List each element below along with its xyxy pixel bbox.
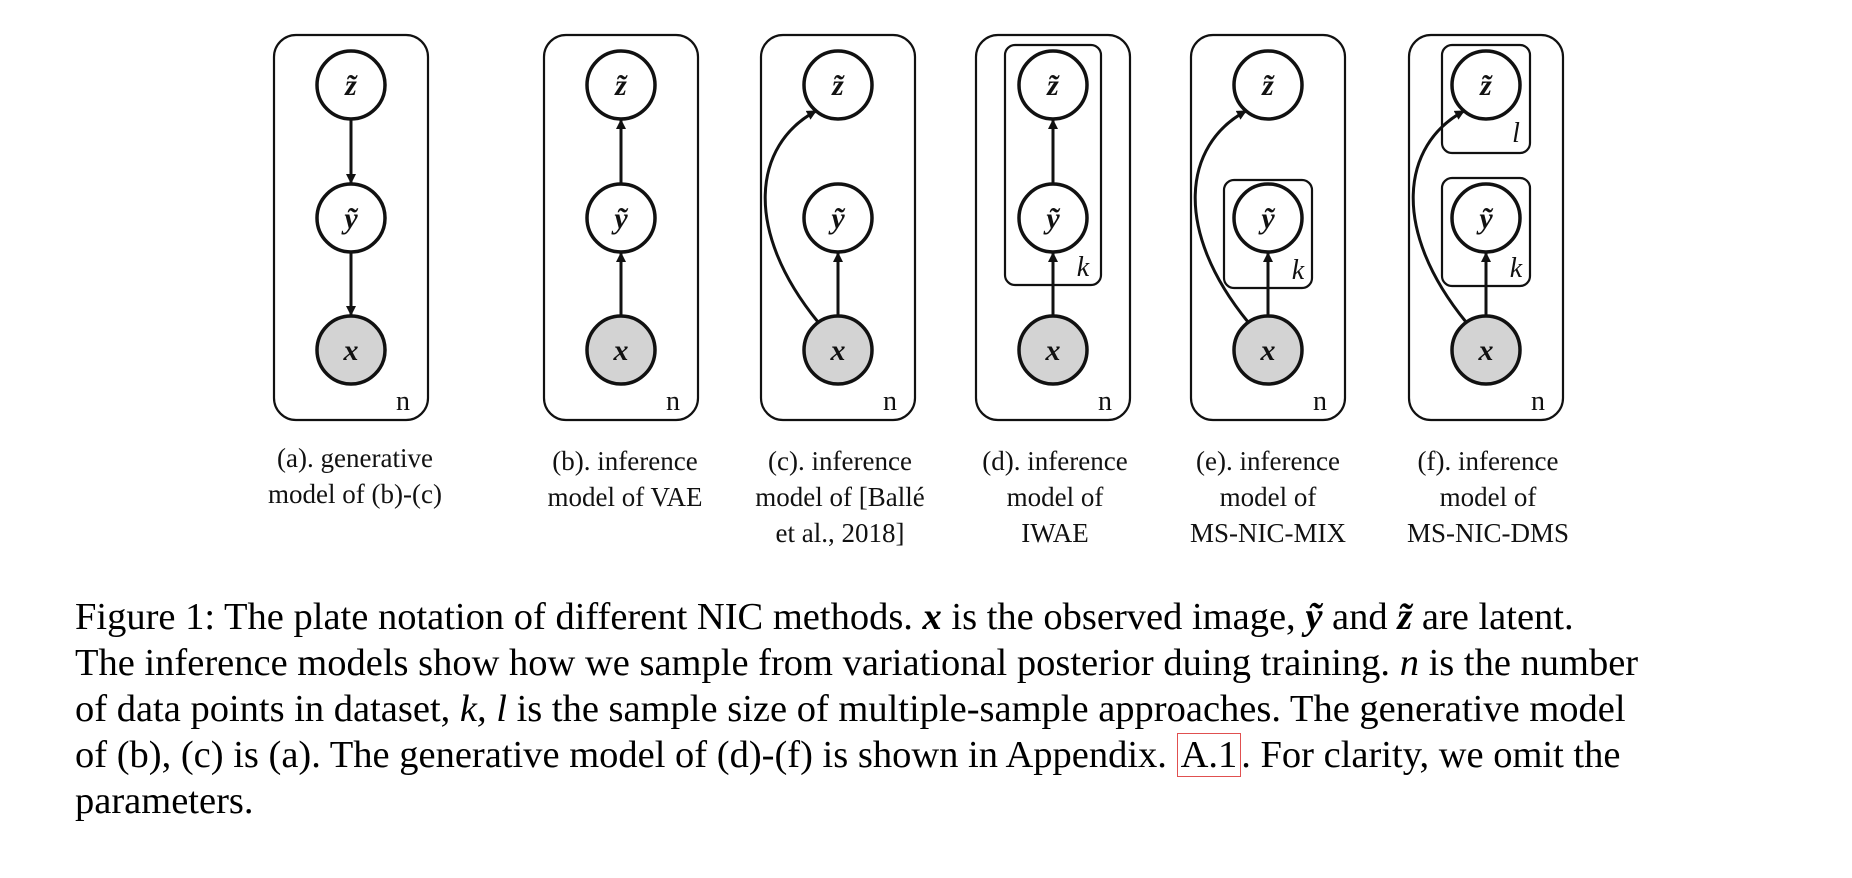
caption-line: (a). generative bbox=[277, 443, 433, 473]
node-y-label: ỹ bbox=[1258, 202, 1275, 235]
plate-outer bbox=[272, 33, 430, 422]
panel-a: n z̃ ỹ x bbox=[272, 33, 430, 422]
node-x-label: x bbox=[1478, 334, 1494, 367]
plate-diagrams: n z̃ ỹ x n z̃ ỹ x n z̃ ỹ x n k z̃ ỹ x n k z̃ ỹ x n l k z̃ ỹ x bbox=[272, 33, 1565, 422]
node-z-circle bbox=[1232, 49, 1304, 121]
node-y-label: ỹ bbox=[828, 202, 845, 235]
panel-c: n z̃ ỹ x bbox=[759, 33, 917, 422]
plate-outer bbox=[974, 33, 1132, 422]
caption-line: (c). inference bbox=[768, 446, 912, 476]
caption-line-4: of (b), (c) is (a). The generative model… bbox=[75, 732, 1795, 778]
plate-outer bbox=[542, 33, 700, 422]
plate-label-n: n bbox=[1531, 386, 1545, 417]
panel-f: n l k z̃ ỹ x bbox=[1407, 33, 1565, 422]
math-y-tilde: ỹ bbox=[1305, 596, 1323, 638]
node-x-label: x bbox=[1260, 334, 1276, 367]
panel-caption-e: (e). inference model of MS-NIC-MIX bbox=[1168, 443, 1368, 551]
plate-outer bbox=[1407, 33, 1565, 422]
node-y-label: ỹ bbox=[341, 202, 358, 235]
caption-text: of data points in dataset, bbox=[75, 688, 451, 730]
caption-line-5: parameters. bbox=[75, 780, 254, 822]
caption-line: MS-NIC-MIX bbox=[1189, 518, 1346, 548]
caption-line: model of VAE bbox=[547, 482, 703, 512]
caption-line: model of bbox=[1006, 482, 1104, 512]
caption-line-2: The inference models show how we sample … bbox=[75, 640, 1795, 686]
plate-label-n: n bbox=[666, 386, 680, 417]
caption-line: (b). inference bbox=[552, 446, 698, 476]
caption-line: model of [Ballé bbox=[755, 482, 925, 512]
panel-caption-d: (d). inference model of IWAE bbox=[955, 443, 1155, 551]
caption-text: is the sample size of multiple-sample ap… bbox=[516, 688, 1626, 730]
node-x-label: x bbox=[613, 334, 629, 367]
caption-text: of (b), (c) is (a). The generative model… bbox=[75, 734, 1167, 776]
arrow-x-to-z bbox=[1193, 109, 1250, 323]
math-k-l: k, l bbox=[459, 688, 507, 730]
panel-b: n z̃ ỹ x bbox=[542, 33, 700, 422]
caption-text: is the observed image, bbox=[951, 596, 1296, 638]
caption-text: The inference models show how we sample … bbox=[75, 642, 1391, 684]
node-y-label: ỹ bbox=[1476, 202, 1493, 235]
caption-line: model of bbox=[1439, 482, 1537, 512]
panel-caption-c: (c). inference model of [Ballé et al., 2… bbox=[735, 443, 945, 551]
arrow-x-to-z bbox=[763, 109, 820, 323]
arrow-x-to-z bbox=[1411, 109, 1468, 323]
appendix-reference-link[interactable]: A.1 bbox=[1176, 733, 1242, 777]
caption-line: (f). inference bbox=[1417, 446, 1559, 476]
node-x-label: x bbox=[830, 334, 846, 367]
node-y-label: ỹ bbox=[1043, 202, 1060, 235]
math-x: x bbox=[922, 596, 942, 638]
node-x-label: x bbox=[343, 334, 359, 367]
caption-line: (e). inference bbox=[1196, 446, 1340, 476]
plate-label-n: n bbox=[1313, 386, 1327, 417]
node-z-label: z̃ bbox=[831, 69, 845, 102]
caption-line: IWAE bbox=[1021, 518, 1089, 548]
node-x-label: x bbox=[1045, 334, 1061, 367]
caption-text: Figure 1: The plate notation of differen… bbox=[75, 596, 913, 638]
plate-label-k: k bbox=[1510, 253, 1523, 284]
math-z-tilde: z̃ bbox=[1397, 596, 1413, 638]
math-n: n bbox=[1399, 642, 1419, 684]
caption-line: model of bbox=[1219, 482, 1317, 512]
panel-caption-f: (f). inference model of MS-NIC-DMS bbox=[1388, 443, 1588, 551]
plate-label-k: k bbox=[1292, 255, 1305, 286]
plate-outer bbox=[1189, 33, 1347, 422]
node-z-label: z̃ bbox=[1479, 69, 1493, 102]
caption-text: are latent. bbox=[1421, 596, 1574, 638]
caption-line-3: of data points in dataset, k, l is the s… bbox=[75, 686, 1795, 732]
node-z-label: z̃ bbox=[1261, 69, 1275, 102]
plate-label-n: n bbox=[396, 386, 410, 417]
caption-text: and bbox=[1332, 596, 1388, 638]
plate-outer bbox=[759, 33, 917, 422]
plate-label-n: n bbox=[1098, 386, 1112, 417]
plate-label-k: k bbox=[1077, 252, 1090, 283]
plate-label-l: l bbox=[1512, 118, 1520, 149]
caption-text: . For clarity, we omit the bbox=[1241, 734, 1621, 776]
caption-line: (d). inference bbox=[982, 446, 1128, 476]
plate-inner-z bbox=[1440, 43, 1532, 155]
caption-text: is the number bbox=[1428, 642, 1639, 684]
node-z-circle bbox=[1450, 49, 1522, 121]
figure-caption: Figure 1: The plate notation of differen… bbox=[75, 594, 1795, 824]
plate-label-n: n bbox=[883, 386, 897, 417]
caption-line: model of (b)-(c) bbox=[268, 479, 442, 509]
node-z-label: z̃ bbox=[614, 69, 628, 102]
panel-e: n k z̃ ỹ x bbox=[1189, 33, 1347, 422]
node-x-circle bbox=[315, 314, 387, 386]
node-z-circle bbox=[802, 49, 874, 121]
node-y-label: ỹ bbox=[611, 202, 628, 235]
node-z-label: z̃ bbox=[344, 69, 358, 102]
caption-line: MS-NIC-DMS bbox=[1406, 518, 1570, 548]
node-z-label: z̃ bbox=[1046, 69, 1060, 102]
panel-d: n k z̃ ỹ x bbox=[974, 33, 1132, 422]
caption-line: et al., 2018] bbox=[775, 518, 905, 548]
caption-line-1: Figure 1: The plate notation of differen… bbox=[75, 594, 1795, 640]
panel-caption-b: (b). inference model of VAE bbox=[520, 443, 730, 515]
panel-caption-a: (a). generative model of (b)-(c) bbox=[230, 440, 480, 512]
